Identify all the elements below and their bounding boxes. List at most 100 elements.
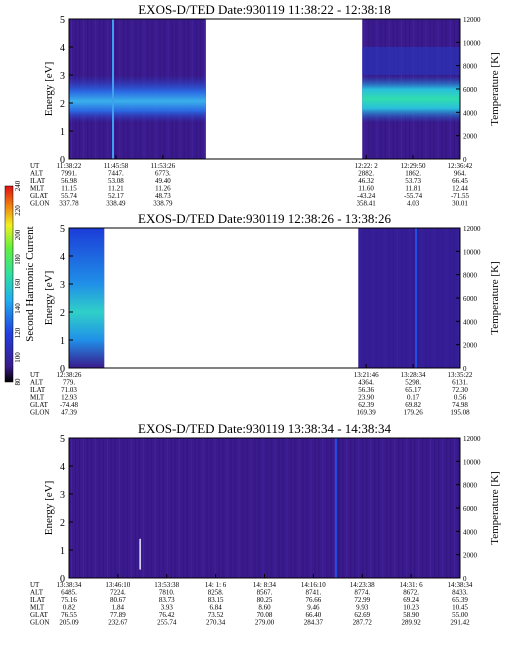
spectrogram-streak: [170, 438, 172, 578]
y2-tick-label: 8000: [463, 272, 478, 280]
colorbar-tick-label: 240: [14, 180, 22, 191]
ephemeris-row-label: ALT: [30, 379, 44, 387]
spectrogram-streak: [258, 438, 260, 578]
spectrogram-streak: [314, 438, 316, 578]
ephemeris-value: 7810.: [159, 589, 175, 597]
spectrogram-streak: [426, 438, 428, 578]
spectrogram-streak: [206, 438, 208, 578]
y-tick-label: 5: [60, 434, 65, 445]
spectrogram-streak: [238, 438, 240, 578]
ephemeris-value: 12.44: [452, 185, 468, 193]
ephemeris-value: 4364.: [358, 379, 374, 387]
ephemeris-value: 6.84: [210, 604, 223, 612]
ephemeris-value: 14:31: 6: [400, 581, 424, 589]
ephemeris-value: 11.81: [405, 185, 421, 193]
ephemeris-value: 80.67: [110, 596, 126, 604]
ephemeris-value: 337.78: [59, 200, 79, 208]
spectrogram-streak: [390, 438, 392, 578]
spectrogram-streak: [406, 438, 408, 578]
spectrogram-streak: [138, 438, 140, 578]
ephemeris-row-label: UT: [30, 581, 40, 589]
ephemeris-value: 14: 1: 6: [205, 581, 227, 589]
energy-band: [358, 228, 460, 368]
y-tick-label: 4: [60, 43, 65, 54]
vertical-feature: [112, 19, 115, 159]
spectrogram-streak: [454, 438, 456, 578]
ephemeris-row-label: GLON: [30, 200, 49, 208]
spectrogram-streak: [434, 438, 436, 578]
y2-tick-label: 0: [463, 156, 467, 164]
ephemeris-value: 80.25: [257, 596, 273, 604]
spectrogram-streak: [202, 438, 204, 578]
spectrogram-streak: [178, 438, 180, 578]
spectrogram-streak: [286, 438, 288, 578]
spectrogram-streak: [342, 438, 344, 578]
energy-band: [362, 75, 460, 123]
ephemeris-row-label: GLAT: [30, 192, 49, 200]
y2-tick-label: 8000: [463, 482, 478, 490]
y-tick-label: 3: [60, 490, 65, 501]
ephemeris-value: 11:38:22: [57, 162, 82, 170]
colorbar-tick-label: 80: [14, 378, 22, 386]
ephemeris-row-label: ALT: [30, 589, 44, 597]
ephemeris-value: 270.34: [206, 619, 226, 627]
ephemeris-row-label: ILAT: [30, 596, 46, 604]
y-tick-label: 1: [60, 546, 65, 557]
y2-tick-label: 12000: [463, 16, 481, 24]
ephemeris-value: 8258.: [208, 589, 224, 597]
ephemeris-value: 71.03: [61, 386, 77, 394]
spectrogram-streak: [310, 438, 312, 578]
ephemeris-value: 69.24: [403, 596, 419, 604]
spectrogram-streak: [98, 438, 100, 578]
ephemeris-value: 3.93: [161, 604, 174, 612]
y-tick-label: 2: [60, 308, 65, 319]
spectrogram-streak: [246, 438, 248, 578]
ephemeris-value: 53.73: [405, 177, 421, 185]
spectrogram-streak: [438, 438, 440, 578]
colorbar-tick-label: 120: [14, 327, 22, 338]
y2-tick-label: 4000: [463, 318, 478, 326]
spectrogram-streak: [282, 438, 284, 578]
ephemeris-value: 10.23: [403, 604, 419, 612]
spectrogram-streak: [398, 438, 400, 578]
energy-band: [69, 75, 206, 123]
ephemeris-value: 13:53:38: [154, 581, 179, 589]
spectrogram-streak: [134, 438, 136, 578]
ephemeris-value: 5298.: [405, 379, 421, 387]
ephemeris-value: 11:45:58: [104, 162, 129, 170]
ephemeris-value: 47.39: [61, 409, 77, 417]
ephemeris-value: 284.37: [304, 619, 324, 627]
y2-tick-label: 2000: [463, 342, 478, 350]
spectrogram-streak: [186, 438, 188, 578]
ephemeris-value: 13:28:34: [401, 371, 426, 379]
spectrogram-streak: [394, 438, 396, 578]
ephemeris-value: 52.17: [108, 192, 124, 200]
ephemeris-value: 7991.: [61, 170, 77, 178]
ephemeris-value: 8567.: [257, 589, 273, 597]
spectrogram-streak: [162, 438, 164, 578]
spectrogram-streak: [386, 438, 388, 578]
y-axis-label: Energy [eV]: [43, 481, 55, 535]
spectrogram-streak: [354, 438, 356, 578]
y-tick-label: 3: [60, 71, 65, 82]
y2-axis-label: Temperature [K]: [489, 261, 501, 334]
y-tick-label: 3: [60, 280, 65, 291]
ephemeris-value: 8774.: [354, 589, 370, 597]
y-tick-label: 2: [60, 518, 65, 529]
ephemeris-value: 6485.: [61, 589, 77, 597]
spectrogram-streak: [362, 438, 364, 578]
colorbar-tick-label: 140: [14, 303, 22, 314]
vertical-feature: [139, 538, 141, 570]
ephemeris-row-label: GLON: [30, 619, 49, 627]
spectrogram-streak: [142, 438, 144, 578]
ephemeris-value: 8741.: [306, 589, 322, 597]
spectrogram-streak: [382, 438, 384, 578]
ephemeris-value: 14:16:10: [301, 581, 326, 589]
ephemeris-value: 12:36:42: [448, 162, 473, 170]
ephemeris-value: 10.45: [452, 604, 468, 612]
spectrogram-streak: [274, 438, 276, 578]
ephemeris-row-label: ILAT: [30, 177, 46, 185]
ephemeris-value: 62.69: [354, 611, 370, 619]
ephemeris-value: 169.39: [357, 409, 377, 417]
y-tick-label: 4: [60, 462, 65, 473]
